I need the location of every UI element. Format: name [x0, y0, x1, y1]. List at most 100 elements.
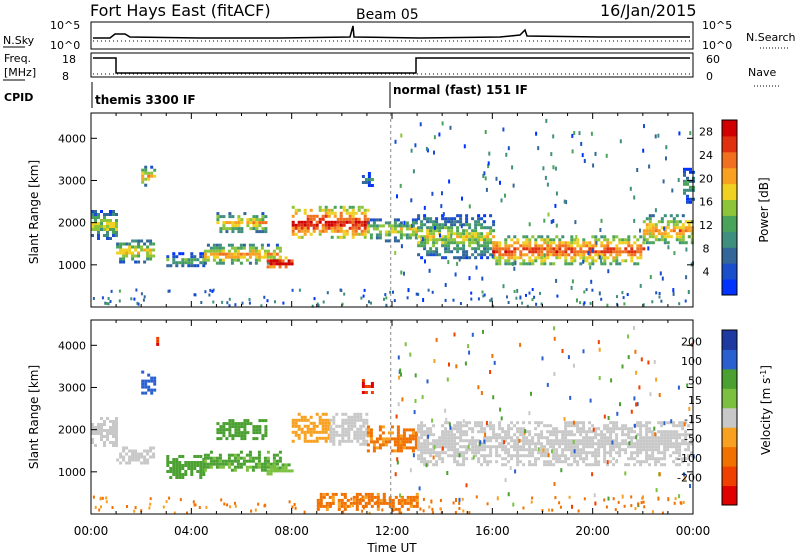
power-cell	[492, 223, 496, 227]
power-cell	[618, 247, 622, 251]
power-cell	[423, 223, 427, 227]
velocity-cell	[97, 426, 100, 429]
velocity-noise-cell	[624, 471, 627, 476]
power-cell	[387, 230, 391, 234]
power-cell	[258, 224, 262, 228]
power-cell	[248, 255, 252, 259]
velocity-cell	[687, 448, 691, 452]
power-cell	[633, 235, 637, 239]
power-colorbar-swatch	[722, 247, 737, 264]
velocity-cell	[555, 439, 559, 443]
power-cell	[417, 217, 421, 221]
power-noise-cell	[600, 258, 603, 263]
velocity-cell	[564, 436, 568, 440]
velocity-cell	[471, 445, 475, 449]
velocity-cell	[630, 451, 634, 455]
velocity-cell	[332, 430, 336, 434]
power-cell	[429, 235, 433, 239]
velocity-cell	[645, 421, 649, 425]
power-cell	[669, 229, 673, 233]
velocity-cell	[252, 437, 256, 441]
velocity-cell	[522, 436, 526, 440]
velocity-cell	[507, 424, 511, 428]
velocity-cell	[327, 418, 331, 422]
power-cell	[627, 244, 631, 248]
velocity-cell	[600, 433, 604, 437]
velocity-cell	[365, 433, 369, 437]
velocity-cell	[690, 451, 694, 455]
power-cell	[426, 238, 430, 242]
power-cell	[684, 220, 688, 224]
velocity-cell	[278, 456, 282, 460]
velocity-cell	[378, 446, 382, 450]
velocity-cell	[393, 437, 397, 441]
power-cell	[552, 238, 556, 242]
velocity-cell	[362, 418, 366, 422]
velocity-cell	[297, 418, 301, 422]
power-ground-cell	[241, 301, 244, 305]
velocity-cell	[540, 436, 544, 440]
velocity-cell	[119, 461, 123, 465]
velocity-cell	[525, 436, 529, 440]
velocity-cell	[199, 476, 203, 479]
velocity-cell	[321, 427, 325, 431]
velocity-cell	[609, 448, 613, 452]
power-cell	[689, 188, 692, 192]
velocity-cell	[353, 424, 357, 428]
power-cell	[246, 218, 250, 222]
velocity-cell	[594, 454, 598, 458]
power-cell	[543, 247, 547, 251]
power-cell	[681, 223, 685, 227]
power-cell	[384, 221, 388, 225]
velocity-cell	[468, 439, 472, 443]
power-cell	[675, 238, 679, 242]
power-cell	[269, 255, 273, 259]
velocity-cell	[618, 427, 622, 431]
velocity-colorbar-swatch	[722, 427, 737, 448]
power-cell	[453, 241, 457, 245]
velocity-cell	[465, 457, 469, 461]
velocity-cell	[651, 454, 655, 458]
velocity-cell	[684, 436, 688, 440]
velocity-cell	[144, 382, 148, 386]
x-tick-label: 00:00	[676, 524, 711, 538]
power-cell	[234, 221, 238, 225]
power-cell	[513, 256, 517, 260]
power-cell	[333, 223, 337, 227]
power-cell	[206, 243, 210, 247]
power-cell	[100, 228, 103, 231]
velocity-cell	[471, 439, 475, 443]
velocity-cell	[546, 424, 550, 428]
velocity-cell	[190, 470, 194, 473]
power-cell	[140, 239, 144, 243]
velocity-cell	[341, 430, 345, 434]
velocity-cell	[362, 421, 366, 425]
velocity-cell	[399, 449, 403, 453]
velocity-cell	[417, 427, 421, 431]
power-cell	[465, 223, 469, 227]
velocity-cell	[576, 451, 580, 455]
velocity-cell	[585, 445, 589, 449]
velocity-cell	[381, 431, 385, 435]
velocity-cell	[546, 442, 550, 446]
power-cell	[261, 212, 265, 216]
velocity-cell	[426, 427, 430, 431]
power-cell	[450, 226, 454, 230]
velocity-cell	[609, 439, 613, 443]
velocity-cell	[347, 430, 351, 434]
velocity-cell	[340, 498, 344, 502]
power-cell	[251, 243, 255, 247]
velocity-cell	[474, 445, 478, 449]
velocity-noise-cell	[519, 342, 522, 347]
velocity-cell	[281, 463, 285, 467]
power-cell	[420, 244, 424, 248]
velocity-cell	[606, 436, 610, 440]
velocity-cell	[103, 435, 106, 438]
power-cell	[483, 226, 487, 230]
power-ground-cell	[248, 301, 251, 305]
power-cell	[193, 264, 197, 268]
velocity-cell	[309, 415, 313, 419]
velocity-noise-cell	[414, 373, 417, 378]
power-cell	[272, 265, 276, 269]
velocity-cell	[444, 427, 448, 431]
